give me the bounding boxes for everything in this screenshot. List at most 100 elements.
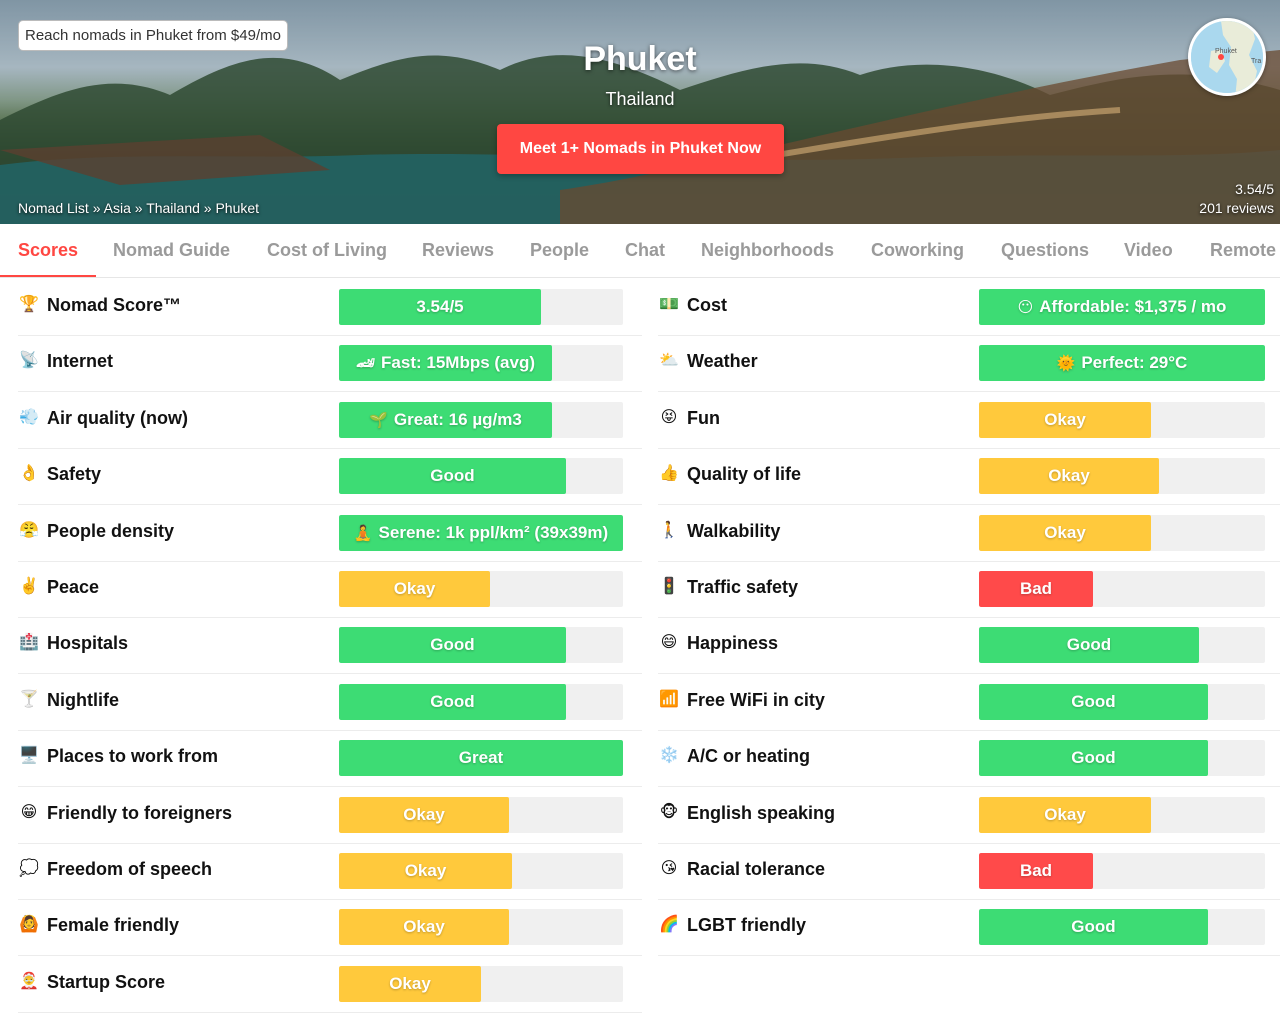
score-row-english-speaking[interactable]: 🐵 English speaking Okay [658, 787, 1280, 844]
breadcrumb: Nomad List » Asia » Thailand » Phuket [18, 200, 259, 216]
score-row-friendly-to-foreigners[interactable]: 😁 Friendly to foreigners Okay [18, 787, 642, 844]
score-value-text: Okay [1044, 410, 1086, 429]
breadcrumb-item[interactable]: Thailand [146, 200, 200, 216]
score-label: Quality of life [687, 464, 802, 484]
advertise-link[interactable]: Reach nomads in Phuket from $49/mo [18, 20, 288, 51]
score-bar-track: 🧘 Serene: 1k ppl/km² (39x39m) [339, 515, 623, 551]
score-bar-track: Okay [339, 966, 623, 1002]
city-rating[interactable]: 3.54/5 201 reviews [1199, 180, 1274, 218]
score-row-nomad-score[interactable]: 🏆 Nomad Score™ 3.54/5 [18, 279, 642, 336]
score-row-female-friendly[interactable]: 🙆 Female friendly Okay [18, 899, 642, 956]
score-row-safety[interactable]: 👌 Safety Good [18, 448, 642, 505]
meet-nomads-button[interactable]: Meet 1+ Nomads in Phuket Now [497, 124, 784, 174]
trophy-icon: 🏆 [19, 296, 39, 313]
score-row-a-c-or-heating[interactable]: ❄️ A/C or heating Good [658, 730, 1280, 787]
score-bar-track: Bad [979, 571, 1265, 607]
map-label-town: Tra [1251, 58, 1261, 65]
score-label: Nightlife [47, 690, 119, 710]
tongue-face-icon: 😝 [660, 409, 678, 426]
score-value: Bad [979, 571, 1093, 607]
score-value-text: Good [1071, 748, 1116, 767]
score-row-fun[interactable]: 😝 Fun Okay [658, 392, 1280, 449]
score-value: 🌞 Perfect: 29°C [979, 345, 1265, 381]
country-name[interactable]: Thailand [605, 89, 675, 109]
score-bar-track: 🏎 Fast: 15Mbps (avg) [339, 345, 623, 381]
score-bar-track: Good [979, 627, 1265, 663]
value-emoji-icon: 🏎 [355, 355, 376, 372]
score-bar-fill [339, 458, 566, 494]
tab-neighborhoods[interactable]: Neighborhoods [701, 240, 834, 260]
cocktail-icon: 🍸 [19, 691, 39, 708]
breadcrumb-item[interactable]: Phuket [215, 200, 260, 216]
score-bar-fill [339, 515, 623, 551]
score-bar-fill [339, 853, 512, 889]
score-row-places-to-work-from[interactable]: 🖥️ Places to work from Great [18, 730, 642, 787]
score-bar-track: Okay [339, 909, 623, 945]
score-row-peace[interactable]: ✌️ Peace Okay [18, 561, 642, 618]
city-map-thumbnail[interactable]: Phuket Tra [1188, 18, 1266, 96]
score-value: 🧘 Serene: 1k ppl/km² (39x39m) [339, 515, 623, 551]
score-value: Okay [979, 797, 1151, 833]
score-label: A/C or heating [687, 746, 811, 766]
score-bar-track: Bad [979, 853, 1265, 889]
score-bar-fill [979, 740, 1208, 776]
score-row-startup-score[interactable]: 🤶 Startup Score Okay [18, 956, 642, 1013]
breadcrumb-item[interactable]: Nomad List [18, 200, 89, 216]
traffic-light-icon: 🚦 [659, 578, 679, 595]
score-value-text: Okay [393, 579, 436, 598]
score-bar-fill [339, 571, 490, 607]
score-value-text: Great [458, 748, 504, 767]
score-value-text: Okay [403, 917, 445, 936]
score-row-quality-of-life[interactable]: 👍 Quality of life Okay [658, 448, 1280, 505]
score-row-nightlife[interactable]: 🍸 Nightlife Good [18, 674, 642, 731]
tab-video[interactable]: Video [1124, 240, 1173, 260]
score-label: Free WiFi in city [687, 690, 825, 710]
score-value-text: Good [430, 466, 475, 485]
money-icon: 💵 [659, 296, 679, 313]
score-row-hospitals[interactable]: 🏥 Hospitals Good [18, 617, 642, 674]
score-label: Friendly to foreigners [47, 803, 233, 823]
score-value: Good [979, 627, 1199, 663]
value-emoji-icon: 🌞 [1056, 355, 1076, 372]
tab-chat[interactable]: Chat [625, 240, 665, 260]
score-row-racial-tolerance[interactable]: 😘 Racial tolerance Bad [658, 843, 1280, 900]
ok-hand-icon: 👌 [19, 465, 39, 482]
score-row-lgbt-friendly[interactable]: 🌈 LGBT friendly Good [658, 899, 1280, 956]
score-value: Okay [979, 402, 1151, 438]
score-row-air-quality-now[interactable]: 💨 Air quality (now) 🌱 Great: 16 µg/m3 [18, 392, 642, 449]
desktop-icon: 🖥️ [19, 747, 39, 764]
score-row-people-density[interactable]: 😤 People density 🧘 Serene: 1k ppl/km² (39x3… [18, 505, 642, 562]
score-row-freedom-of-speech[interactable]: 💭 Freedom of speech Okay [18, 843, 642, 900]
score-value-text: Okay [1044, 805, 1086, 824]
score-bar-fill [979, 684, 1208, 720]
score-row-happiness[interactable]: 😄 Happiness Good [658, 617, 1280, 674]
score-bar-track: 🌞 Perfect: 29°C [979, 345, 1265, 381]
tab-people[interactable]: People [530, 240, 590, 260]
monkey-icon: 🐵 [659, 804, 679, 821]
score-row-internet[interactable]: 📡 Internet 🏎 Fast: 15Mbps (avg) [18, 335, 642, 392]
score-bar-track: Good [339, 458, 623, 494]
score-row-weather[interactable]: ⛅ Weather 🌞 Perfect: 29°C [658, 335, 1280, 392]
score-bar-fill [979, 458, 1159, 494]
score-bar-track: Good [979, 740, 1265, 776]
score-value-text: 3.54/5 [416, 297, 464, 316]
score-bar-fill [339, 684, 566, 720]
grin-icon: 😁 [20, 804, 38, 821]
score-row-free-wifi-in-city[interactable]: 📶 Free WiFi in city Good [658, 674, 1280, 731]
score-bar-fill [339, 627, 566, 663]
tab-remote[interactable]: Remote [1210, 240, 1277, 260]
score-value-text: Okay [1044, 523, 1086, 542]
breadcrumb-item[interactable]: Asia [103, 200, 131, 216]
score-value-text: Affordable: $1,375 / mo [1039, 297, 1227, 316]
score-bar-fill [979, 909, 1208, 945]
score-row-cost[interactable]: 💵 Cost 😶 Affordable: $1,375 / mo [658, 279, 1280, 336]
tab-cost-of-living[interactable]: Cost of Living [267, 240, 387, 260]
tab-scores[interactable]: Scores [0, 224, 97, 277]
tab-questions[interactable]: Questions [1001, 240, 1090, 260]
value-emoji-icon: 🌱 [369, 412, 388, 429]
tab-reviews[interactable]: Reviews [422, 240, 495, 260]
tab-coworking[interactable]: Coworking [871, 240, 964, 260]
score-row-walkability[interactable]: 🚶 Walkability Okay [658, 505, 1280, 562]
tab-nomad-guide[interactable]: Nomad Guide [113, 240, 231, 260]
score-row-traffic-safety[interactable]: 🚦 Traffic safety Bad [658, 561, 1280, 618]
